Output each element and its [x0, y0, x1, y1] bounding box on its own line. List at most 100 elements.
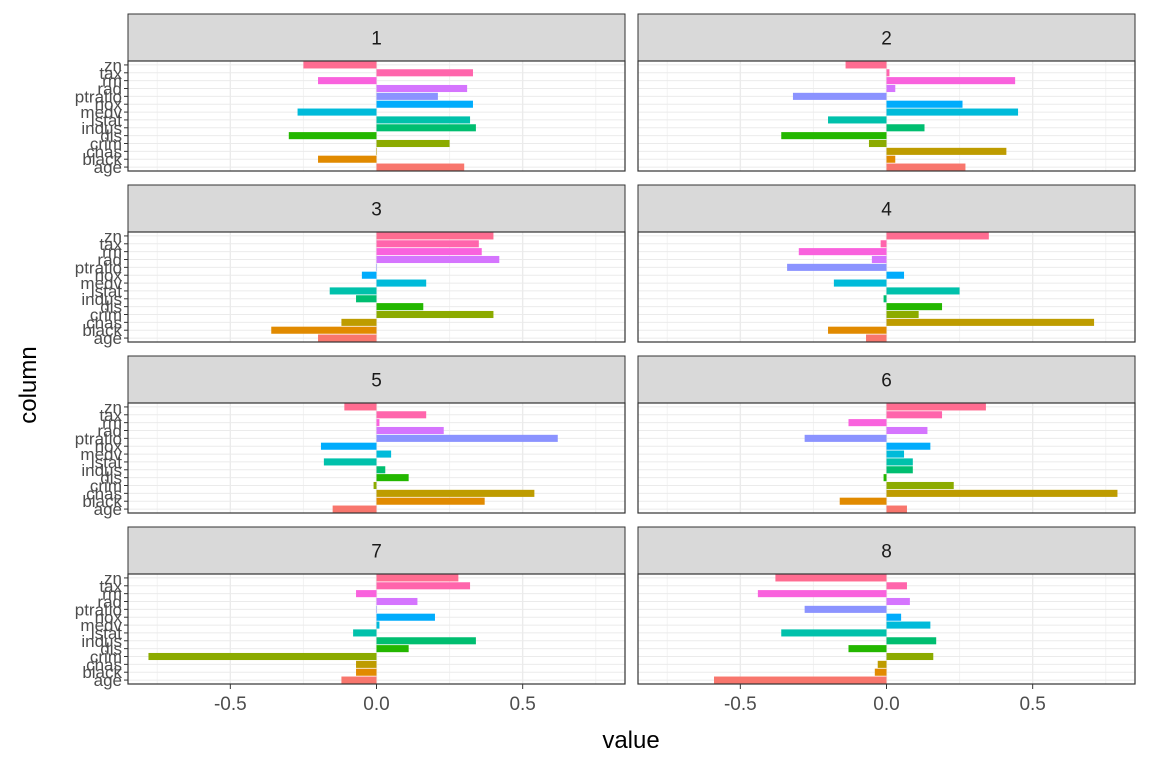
bar-rm	[376, 248, 482, 256]
x-tick-label: 0.0	[363, 694, 389, 715]
bar-tax	[886, 69, 890, 77]
y-tick-label: rm	[102, 243, 122, 262]
bar-age	[318, 334, 377, 342]
bar-black	[839, 497, 887, 505]
y-tick-label: ptratio	[75, 87, 122, 106]
bar-dis	[883, 474, 887, 482]
bar-nox	[376, 100, 473, 108]
bar-crim	[886, 481, 954, 490]
y-tick-label: black	[82, 663, 122, 682]
facet-panel-1: 1 ageblackchascrimdisinduslstatmedvnoxptr…	[75, 13, 626, 177]
facet-strip-label: 4	[881, 200, 892, 221]
bar-medv	[886, 108, 1019, 116]
facet-strip	[127, 355, 626, 404]
bar-crim	[148, 652, 377, 661]
y-tick-label: indus	[81, 461, 122, 480]
bar-zn	[775, 574, 887, 582]
bar-crim	[376, 310, 494, 319]
facet-strip-label: 8	[881, 542, 892, 563]
bar-medv	[886, 621, 931, 629]
bar-lstat	[781, 629, 887, 637]
bar-black	[874, 668, 887, 676]
bar-medv	[376, 279, 427, 287]
x-tick-label: 0.5	[1019, 694, 1045, 715]
bar-age	[341, 676, 377, 684]
bar-dis	[848, 645, 887, 653]
y-tick-label: lstat	[91, 624, 122, 643]
y-tick-label: black	[82, 492, 122, 511]
bar-dis	[376, 645, 409, 653]
bar-rm	[848, 419, 887, 427]
y-tick-label: rm	[102, 72, 122, 91]
y-tick-label: chas	[86, 142, 122, 161]
y-tick-label: tax	[99, 577, 122, 596]
y-tick-label: nox	[95, 437, 123, 456]
bar-crim	[868, 139, 887, 148]
bar-rm	[757, 590, 887, 598]
x-tick-label: 0.5	[509, 694, 535, 715]
facet-strip-label: 6	[881, 371, 892, 392]
bar-black	[828, 326, 887, 334]
y-axis-title: column	[15, 346, 42, 423]
bar-ptratio	[804, 434, 887, 442]
x-tick-label: -0.5	[214, 694, 247, 715]
bar-crim	[373, 481, 377, 490]
bar-chas	[886, 147, 1007, 155]
y-tick-label: rad	[97, 422, 122, 441]
bar-indus	[886, 637, 937, 645]
panel-border	[637, 60, 1136, 172]
bar-black	[318, 155, 377, 163]
bar-indus	[376, 466, 386, 474]
y-tick-label: crim	[90, 135, 122, 154]
bar-nox	[886, 100, 963, 108]
y-tick-label: black	[82, 321, 122, 340]
bar-indus	[376, 124, 476, 132]
bar-ptratio	[376, 92, 438, 100]
bar-indus	[886, 466, 913, 474]
facet-panel-2: 2	[637, 13, 1136, 172]
facet-panel-4: 4	[637, 184, 1136, 343]
y-tick-label: medv	[80, 616, 122, 635]
bar-lstat	[329, 287, 377, 295]
bar-nox	[361, 271, 377, 279]
bar-rm	[798, 248, 887, 256]
bar-nox	[886, 613, 902, 621]
panel-border	[127, 231, 626, 343]
y-tick-label: medv	[80, 274, 122, 293]
facet-panels: 1ageblackchascrimdisinduslstatmedvnoxptr…	[75, 13, 1136, 715]
facet-panel-7: 7 ageblackchascrimdisinduslstatmedvnoxptr…	[75, 526, 626, 715]
bar-nox	[376, 613, 435, 621]
bar-age	[714, 676, 887, 684]
bar-medv	[886, 450, 905, 458]
facet-strip-label: 1	[371, 29, 382, 50]
facet-strip-label: 5	[371, 371, 382, 392]
bar-zn	[886, 403, 986, 411]
bar-rad	[886, 597, 910, 606]
bar-medv	[376, 450, 392, 458]
bar-chas	[886, 489, 1118, 497]
y-tick-label: nox	[95, 608, 123, 627]
bar-age	[886, 163, 966, 171]
y-tick-label: chas	[86, 484, 122, 503]
y-tick-label: zn	[104, 398, 122, 417]
y-tick-label: rad	[97, 80, 122, 99]
bar-dis	[376, 474, 409, 482]
bar-lstat	[353, 629, 377, 637]
bar-zn	[303, 61, 377, 69]
bar-age	[866, 334, 887, 342]
bar-medv	[833, 279, 887, 287]
bar-ptratio	[376, 263, 377, 271]
bar-crim	[886, 310, 919, 319]
y-tick-label: dis	[100, 298, 122, 317]
bar-dis	[781, 132, 887, 140]
y-tick-label: rad	[97, 593, 122, 612]
facet-panel-3: 3 ageblackchascrimdisinduslstatmedvnoxptr…	[75, 184, 626, 348]
bar-lstat	[323, 458, 377, 466]
bar-rad	[376, 255, 500, 264]
facet-strip	[637, 526, 1136, 575]
bar-ptratio	[376, 605, 377, 613]
y-tick-label: chas	[86, 655, 122, 674]
y-tick-label: indus	[81, 632, 122, 651]
